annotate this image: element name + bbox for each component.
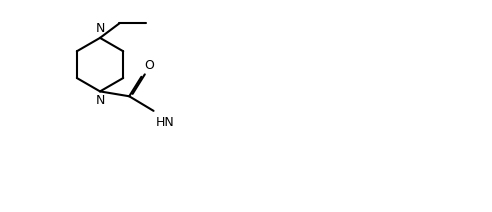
Text: O: O bbox=[144, 59, 154, 72]
Text: HN: HN bbox=[156, 116, 175, 129]
Text: N: N bbox=[95, 22, 105, 35]
Text: N: N bbox=[95, 94, 105, 107]
